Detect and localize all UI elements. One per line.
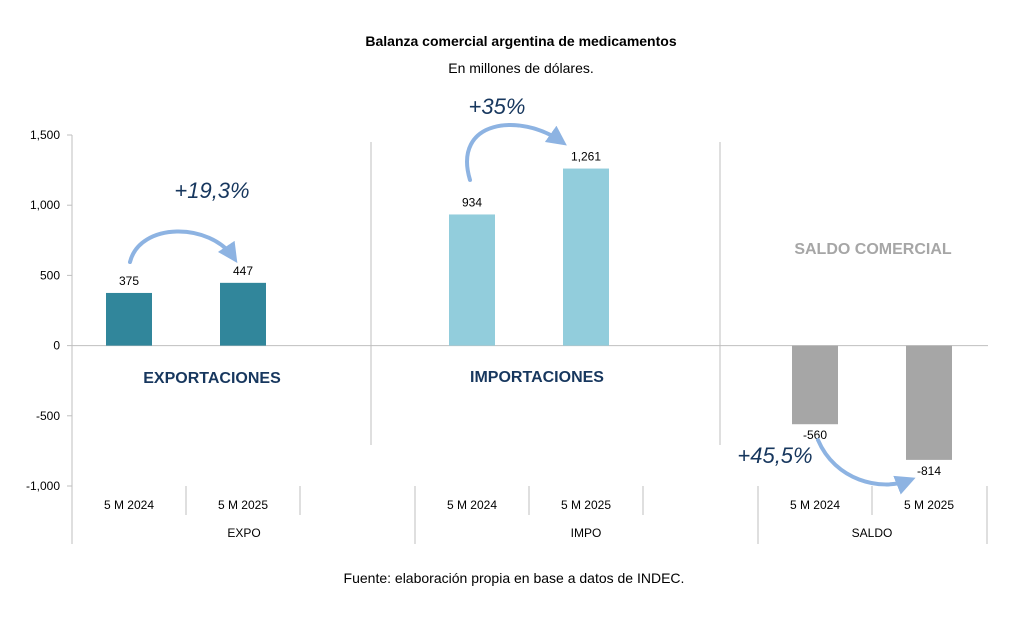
y-tick-label: 0 xyxy=(53,339,60,353)
chart-subtitle: En millones de dólares. xyxy=(448,60,594,76)
chart-source: Fuente: elaboración propia en base a dat… xyxy=(344,570,685,586)
change-arrow xyxy=(816,438,916,495)
change-label: +19,3% xyxy=(174,178,249,203)
change-label: +35% xyxy=(469,94,526,119)
bar-value-label: 447 xyxy=(233,264,253,278)
section-title: IMPORTACIONES xyxy=(470,369,604,386)
y-tick-label: 500 xyxy=(40,268,60,282)
change-arrows: +19,3% +35% +45,5% xyxy=(128,94,916,495)
section-title: EXPORTACIONES xyxy=(143,370,281,387)
y-tick-label: 1,500 xyxy=(30,128,60,142)
y-tick-label: -1,000 xyxy=(26,479,60,493)
bar xyxy=(449,214,495,346)
x-category-label: 5 M 2024 xyxy=(790,498,840,512)
bar xyxy=(906,345,952,460)
bar xyxy=(220,282,266,346)
bar-value-label: 375 xyxy=(119,274,139,288)
bar-value-label: 934 xyxy=(462,195,482,209)
x-category-label: 5 M 2025 xyxy=(561,498,611,512)
y-axis: 1,500 1,000 500 0 -500 -1,000 xyxy=(26,128,988,544)
y-tick-label: 1,000 xyxy=(30,198,60,212)
bar xyxy=(106,292,152,346)
x-category-label: 5 M 2024 xyxy=(104,498,154,512)
bar-value-label: -560 xyxy=(803,428,827,442)
change-arrow xyxy=(465,123,567,182)
x-axis: 5 M 2024 5 M 2025 5 M 2024 5 M 2025 5 M 2024… xyxy=(71,486,988,544)
bar xyxy=(563,168,609,346)
bar xyxy=(792,345,838,425)
section-separators xyxy=(370,142,721,445)
x-category-label: 5 M 2024 xyxy=(447,498,497,512)
chart-title: Balanza comercial argentina de medicamen… xyxy=(365,33,676,49)
x-category-label: 5 M 2025 xyxy=(904,498,954,512)
change-arrow xyxy=(128,229,238,264)
x-group-label: EXPO xyxy=(227,526,260,540)
y-tick-label: -500 xyxy=(36,409,60,423)
section-titles: EXPORTACIONES IMPORTACIONES SALDO COMERCIA… xyxy=(143,241,952,387)
change-label: +45,5% xyxy=(737,443,812,468)
x-group-label: SALDO xyxy=(852,526,893,540)
x-group-label: IMPO xyxy=(571,526,602,540)
bar-value-label: -814 xyxy=(917,464,941,478)
bar-value-label: 1,261 xyxy=(571,150,601,164)
bars: 375 447 934 1,261 -560 -814 xyxy=(106,150,952,478)
x-category-label: 5 M 2025 xyxy=(218,498,268,512)
section-title: SALDO COMERCIAL xyxy=(794,241,952,258)
